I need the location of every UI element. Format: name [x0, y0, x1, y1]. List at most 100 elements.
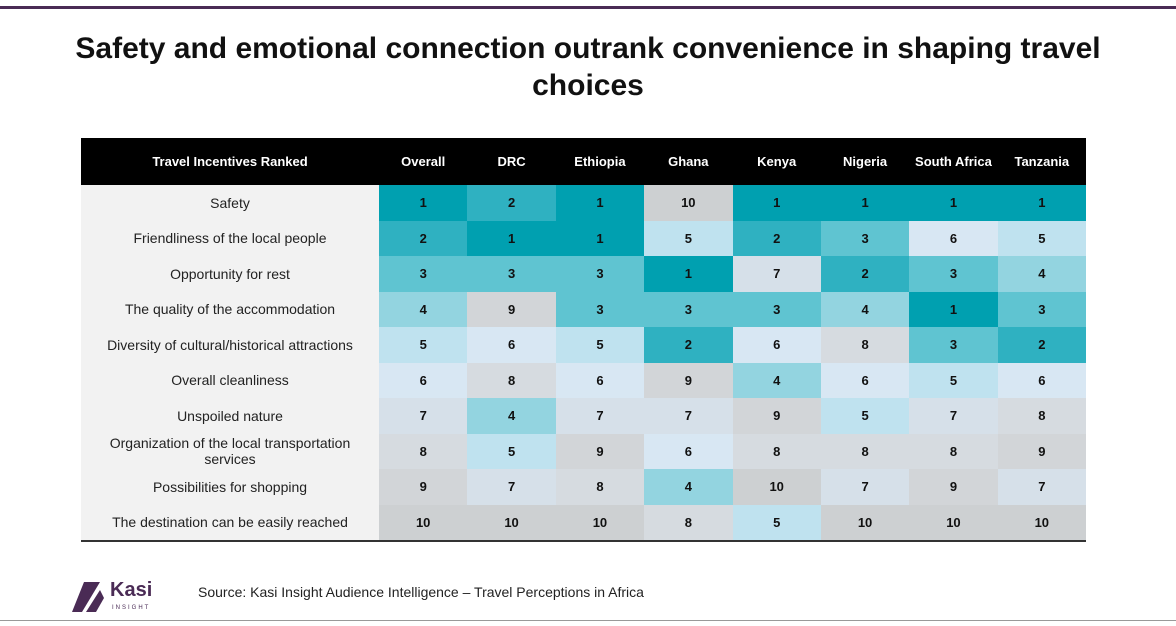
rank-cell: 4 — [467, 398, 556, 434]
rank-cell: 6 — [555, 362, 645, 398]
rank-cell: 2 — [467, 185, 556, 221]
rank-cell: 1 — [555, 185, 645, 221]
rank-cell: 10 — [467, 504, 556, 541]
rank-cell: 2 — [644, 327, 733, 363]
logo-icon — [86, 590, 104, 612]
rank-cell: 9 — [555, 433, 645, 469]
logo-name: Kasi — [110, 579, 152, 601]
rank-cell: 7 — [732, 256, 821, 292]
rank-cell: 2 — [732, 220, 821, 256]
row-label: Possibilities for shopping — [81, 469, 379, 505]
row-label: Safety — [81, 185, 379, 221]
rank-cell: 5 — [997, 220, 1086, 256]
row-label: The quality of the accommodation — [81, 291, 379, 327]
rank-cell: 4 — [732, 362, 821, 398]
table-row: Diversity of cultural/historical attract… — [81, 327, 1086, 363]
row-label: Diversity of cultural/historical attract… — [81, 327, 379, 363]
logo-tagline: INSIGHT — [112, 605, 150, 611]
rank-cell: 10 — [732, 469, 821, 505]
table-row: Friendliness of the local people 2 1 1 5 2 3 6 5 — [81, 220, 1086, 256]
rank-cell: 6 — [909, 220, 998, 256]
rank-cell: 4 — [644, 469, 733, 505]
header-row: Travel Incentives Ranked Overall DRC Ethiop… — [81, 138, 1086, 185]
column-header: Ghana — [644, 138, 733, 185]
rank-cell: 8 — [644, 504, 733, 541]
rank-cell: 8 — [467, 362, 556, 398]
rank-cell: 2 — [997, 327, 1086, 363]
rank-cell: 7 — [379, 398, 468, 434]
rank-cell: 6 — [997, 362, 1086, 398]
rank-cell: 1 — [555, 220, 645, 256]
rank-cell: 3 — [909, 327, 998, 363]
rank-cell: 6 — [820, 362, 910, 398]
top-rule — [0, 6, 1176, 9]
row-label: Overall cleanliness — [81, 362, 379, 398]
rank-cell: 4 — [379, 291, 468, 327]
rank-cell: 3 — [909, 256, 998, 292]
rank-cell: 7 — [820, 469, 910, 505]
rank-cell: 1 — [644, 256, 733, 292]
rank-cell: 10 — [820, 504, 910, 541]
rank-cell: 8 — [555, 469, 645, 505]
rank-cell: 9 — [644, 362, 733, 398]
rank-cell: 7 — [644, 398, 733, 434]
source: Source: Kasi Insight Audience Intelligen… — [198, 584, 644, 600]
rank-cell: 8 — [997, 398, 1086, 434]
table-row: Organization of the local transportation… — [81, 433, 1086, 469]
rank-cell: 7 — [555, 398, 645, 434]
rank-cell: 3 — [555, 291, 645, 327]
table-row: Possibilities for shopping 9 7 8 4 10 7 9 7 — [81, 469, 1086, 505]
rank-cell: 1 — [732, 185, 821, 221]
rank-cell: 5 — [379, 327, 468, 363]
rank-cell: 8 — [732, 433, 821, 469]
rank-cell: 3 — [555, 256, 645, 292]
ranking-table: Travel Incentives Ranked Overall DRC Ethiop… — [81, 138, 1086, 542]
rank-cell: 5 — [909, 362, 998, 398]
rank-cell: 5 — [467, 433, 556, 469]
column-header: Overall — [379, 138, 468, 185]
rank-cell: 10 — [379, 504, 468, 541]
column-header: Kenya — [732, 138, 821, 185]
rank-cell: 2 — [379, 220, 468, 256]
column-header: Tanzania — [997, 138, 1086, 185]
table-row: Unspoiled nature 7 4 7 7 9 5 7 8 — [81, 398, 1086, 434]
table-row: Opportunity for rest 3 3 3 1 7 2 3 4 — [81, 256, 1086, 292]
rank-cell: 9 — [997, 433, 1086, 469]
rank-cell: 10 — [909, 504, 998, 541]
rank-cell: 3 — [820, 220, 910, 256]
table-row: Safety 1 2 1 10 1 1 1 1 — [81, 185, 1086, 221]
row-label: Unspoiled nature — [81, 398, 379, 434]
rank-cell: 9 — [732, 398, 821, 434]
table-body: Safety 1 2 1 10 1 1 1 1 Friendliness of the local… — [81, 185, 1086, 541]
logo-icon — [72, 582, 100, 612]
rank-cell: 10 — [555, 504, 645, 541]
rank-cell: 4 — [997, 256, 1086, 292]
row-label: Opportunity for rest — [81, 256, 379, 292]
table-row: The destination can be easily reached 10 1… — [81, 504, 1086, 541]
rank-cell: 5 — [555, 327, 645, 363]
rank-cell: 7 — [909, 398, 998, 434]
rank-cell: 1 — [820, 185, 910, 221]
row-label: Friendliness of the local people — [81, 220, 379, 256]
rank-cell: 1 — [997, 185, 1086, 221]
rank-cell: 8 — [379, 433, 468, 469]
row-label: Organization of the local transportation… — [81, 433, 379, 469]
rank-cell: 1 — [909, 291, 998, 327]
rank-cell: 1 — [379, 185, 468, 221]
rank-cell: 3 — [997, 291, 1086, 327]
rank-cell: 5 — [644, 220, 733, 256]
rank-cell: 10 — [644, 185, 733, 221]
rank-cell: 5 — [820, 398, 910, 434]
rank-cell: 8 — [909, 433, 998, 469]
rank-cell: 3 — [379, 256, 468, 292]
rank-cell: 10 — [997, 504, 1086, 541]
rank-cell: 7 — [467, 469, 556, 505]
rank-cell: 9 — [467, 291, 556, 327]
rank-cell: 2 — [820, 256, 910, 292]
rank-cell: 6 — [379, 362, 468, 398]
rank-cell: 3 — [732, 291, 821, 327]
rank-cell: 8 — [820, 433, 910, 469]
rank-cell: 6 — [644, 433, 733, 469]
rank-cell: 3 — [644, 291, 733, 327]
